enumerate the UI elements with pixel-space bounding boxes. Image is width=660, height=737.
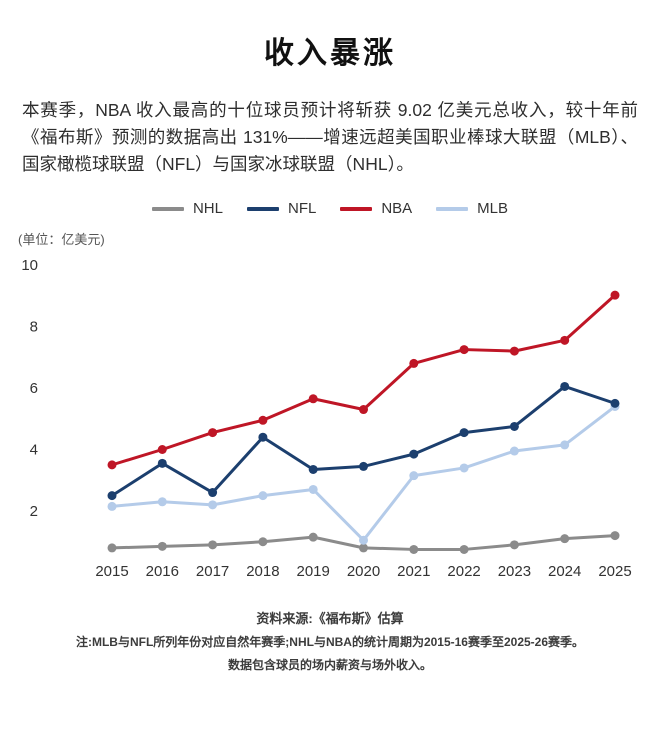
x-tick-label: 2020	[347, 563, 380, 580]
data-point-nba-2021	[409, 358, 419, 368]
data-point-nfl-2018	[258, 432, 268, 442]
data-point-nfl-2019	[308, 464, 318, 474]
data-point-nhl-2024	[560, 534, 570, 544]
y-tick-label: 8	[30, 319, 38, 336]
y-tick-label: 2	[30, 503, 38, 520]
legend-item-nhl: NHL	[151, 200, 223, 217]
data-point-mlb-2016	[157, 497, 167, 507]
data-point-nfl-2017	[208, 488, 218, 498]
data-point-nba-2016	[157, 445, 167, 454]
data-point-mlb-2017	[208, 500, 218, 510]
legend-item-mlb: MLB	[436, 200, 508, 217]
legend-line-swatch	[436, 206, 469, 211]
data-point-nba-2018	[258, 415, 268, 425]
data-point-mlb-2022	[459, 463, 469, 473]
legend-line-swatch	[246, 206, 279, 211]
x-tick-label: 2015	[95, 563, 128, 580]
legend-label: NBA	[381, 200, 413, 217]
data-point-nfl-2024	[560, 381, 570, 391]
data-point-nhl-2018	[258, 537, 268, 547]
chart-legend: NHL NFL NBA MLB	[0, 200, 660, 217]
note-line-2: 数据包含球员的场内薪资与场外收入。	[227, 658, 432, 672]
data-point-nfl-2022	[459, 428, 469, 438]
data-point-nba-2023	[509, 346, 519, 356]
series-line-nba	[110, 293, 617, 467]
legend-label: NHL	[192, 200, 223, 217]
data-point-nba-2019	[308, 394, 318, 404]
data-point-nba-2025	[610, 290, 620, 300]
intro-text: 本赛季，NBA 收入最高的十位球员预计将斩获 9.02 亿美元总收入，较十年前《…	[22, 100, 638, 174]
unit-label: (单位：亿美元)	[18, 232, 105, 247]
legend-item-nfl: NFL	[246, 200, 317, 217]
x-tick-label: 2016	[146, 563, 179, 580]
x-tick-label: 2021	[397, 563, 430, 580]
x-tick-label: 2024	[548, 563, 581, 580]
data-point-nhl-2015	[107, 543, 117, 553]
y-tick-label: 10	[21, 257, 38, 274]
data-point-mlb-2024	[560, 440, 570, 450]
data-point-mlb-2020	[359, 535, 368, 545]
x-tick-label: 2018	[246, 563, 279, 580]
note-line-1: 注:MLB与NFL所列年份对应自然年赛季;NHL与NBA的统计周期为2015-1…	[75, 635, 585, 649]
data-point-nba-2024	[560, 335, 570, 345]
legend-label: MLB	[477, 200, 509, 217]
data-point-nhl-2017	[208, 540, 218, 550]
data-point-nfl-2021	[409, 449, 419, 459]
page-title: 收入暴涨	[264, 37, 396, 70]
y-tick-label: 4	[30, 442, 38, 459]
data-point-nba-2020	[359, 405, 368, 415]
legend-label: NFL	[287, 200, 317, 217]
data-point-nfl-2023	[509, 421, 519, 431]
data-point-nhl-2023	[509, 540, 519, 550]
y-tick-label: 6	[30, 380, 38, 397]
x-tick-label: 2023	[498, 563, 531, 580]
infographic: 收入暴涨 本赛季，NBA 收入最高的十位球员预计将斩获 9.02 亿美元总收入，…	[0, 28, 660, 673]
legend-item-nba: NBA	[340, 200, 412, 217]
data-point-nba-2017	[208, 428, 218, 438]
x-tick-label: 2022	[447, 563, 480, 580]
data-point-nhl-2019	[308, 532, 318, 542]
legend-line-swatch	[340, 206, 373, 211]
data-point-nba-2022	[459, 345, 469, 355]
data-point-nhl-2016	[157, 541, 167, 551]
data-point-mlb-2015	[107, 501, 117, 511]
data-point-nhl-2025	[610, 531, 620, 541]
data-point-mlb-2019	[308, 484, 318, 494]
data-point-nhl-2022	[459, 544, 469, 554]
x-tick-label: 2025	[598, 563, 631, 580]
source-text: 资料来源:《福布斯》估算	[256, 611, 404, 626]
data-point-nfl-2020	[359, 461, 368, 471]
data-point-mlb-2021	[409, 471, 419, 481]
legend-line-swatch	[151, 206, 184, 211]
data-point-nfl-2025	[610, 398, 620, 408]
data-point-nhl-2021	[409, 544, 419, 554]
x-tick-label: 2017	[196, 563, 229, 580]
data-point-mlb-2023	[509, 446, 519, 456]
data-point-nhl-2020	[359, 543, 368, 553]
data-point-nfl-2016	[157, 458, 167, 468]
data-point-mlb-2018	[258, 491, 268, 501]
series-line-mlb	[110, 404, 617, 542]
x-tick-label: 2019	[297, 563, 330, 580]
line-chart: 10 8 6 4 2 2015 2016 2017 2018 2019 2020 2021 2022 20…	[21, 257, 631, 580]
data-point-nba-2015	[107, 460, 117, 470]
data-point-nfl-2015	[107, 491, 117, 501]
